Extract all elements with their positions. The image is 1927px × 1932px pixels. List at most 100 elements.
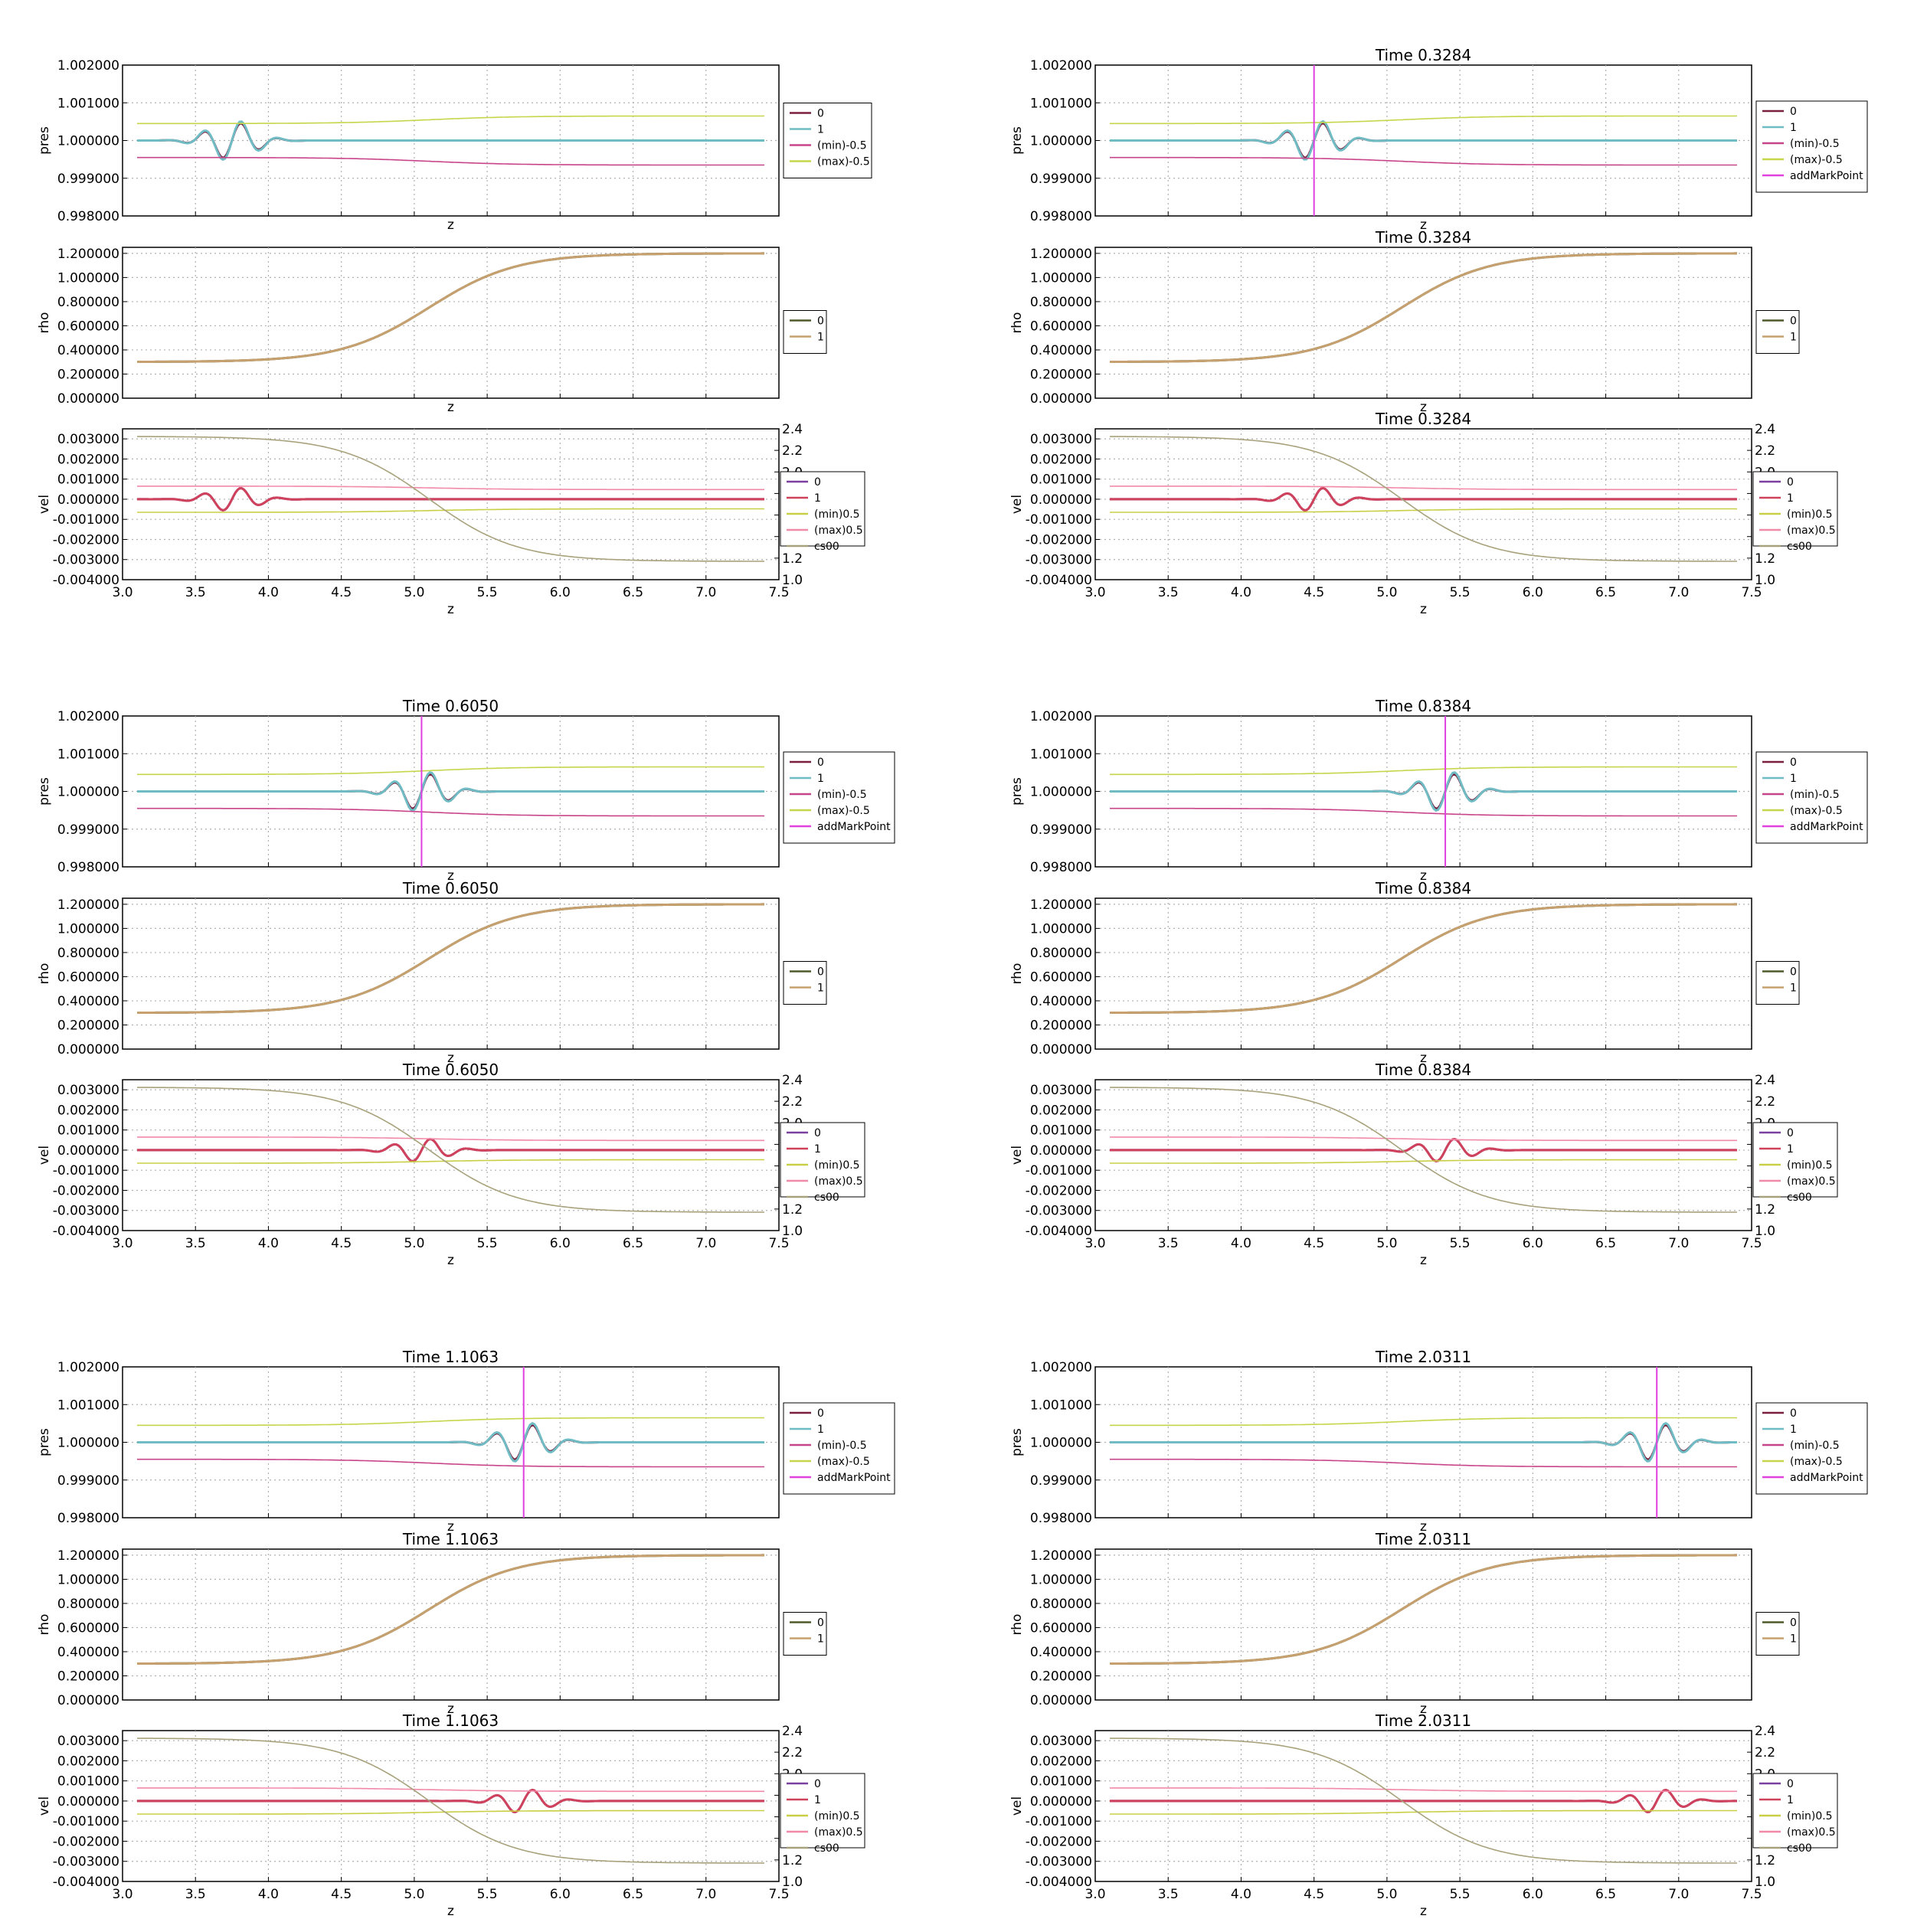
vel-axes: 3.0 3.5 4.0 4.5 5.0 5.5 6.0 6.5 7.0 7.5 -0.004000 -…: [37, 1061, 865, 1268]
y-tick-label: 0.999000: [57, 1473, 119, 1489]
legend-label: 1: [1790, 982, 1797, 995]
legend-label: 1: [1790, 1633, 1797, 1646]
series-line-pres: [137, 115, 764, 125]
x-tick-label: 6.5: [1595, 1887, 1616, 1902]
series-line-vel: [137, 1737, 764, 1864]
y-tick-label: 0.001000: [57, 1123, 119, 1139]
y-tick-label: 0.600000: [1030, 969, 1092, 985]
legend-box: [783, 961, 827, 1005]
legend-box: [783, 1612, 827, 1656]
x-tick-label: 7.0: [1668, 1887, 1689, 1902]
legend-label: cs00: [1787, 1842, 1812, 1855]
legend: 0 1 (min)-0.5 (max)-0.5 addMarkPoint: [783, 1402, 895, 1495]
rho-axes: 0.000000 0.200000 0.400000 0.600000 0.800000…: [37, 1530, 827, 1717]
x-tick-label: 7.5: [1741, 1887, 1762, 1902]
plot-title: Time 0.8384: [1375, 697, 1471, 715]
y-axis-label: vel: [37, 495, 52, 514]
rho-axes: 0.000000 0.200000 0.400000 0.600000 0.800000…: [1009, 228, 1800, 415]
plot-title: Time 1.1063: [402, 1711, 499, 1730]
y-axis-label: pres: [1009, 777, 1025, 806]
series-line-rho: [137, 903, 764, 1014]
x-tick-label: 4.5: [1304, 1887, 1324, 1902]
x-axis-label: z: [1420, 400, 1427, 415]
y-tick-label: 0.003000: [57, 1083, 119, 1098]
y2-tick-label: 2.4: [1755, 1724, 1775, 1739]
y-tick-label: 1.001000: [1030, 747, 1092, 762]
y-axis-label: rho: [1009, 312, 1025, 334]
y-tick-label: 1.200000: [57, 1548, 119, 1564]
legend-label: (min)-0.5: [817, 1440, 867, 1452]
rho-axes: 0.000000 0.200000 0.400000 0.600000 0.800000…: [1009, 1530, 1800, 1717]
legend-label: 0: [817, 315, 824, 328]
legend-label: (max)0.5: [814, 1175, 863, 1188]
panel: 0.9980000.9990001.0000001.0010001.002000…: [37, 58, 872, 617]
y-tick-label: 0.998000: [57, 860, 119, 875]
legend-label: cs00: [814, 1842, 839, 1855]
series-line-vel: [1110, 1787, 1737, 1793]
x-tick-label: 3.0: [112, 1236, 133, 1251]
y-tick-label: 0.003000: [57, 1734, 119, 1749]
legend-label: (min)0.5: [814, 508, 860, 521]
series-line-vel: [137, 1159, 764, 1164]
x-tick-label: 7.5: [768, 1236, 789, 1251]
y-tick-label: 0.200000: [1030, 1669, 1092, 1684]
legend-label: 1: [1790, 1424, 1797, 1436]
legend-label: 0: [1790, 106, 1797, 118]
series-line-vel: [1110, 1087, 1737, 1213]
legend: 0 1 (min)0.5 (max)0.5 cs00: [1752, 1773, 1838, 1855]
series-line-vel: [137, 1087, 764, 1213]
x-tick-label: 4.0: [1231, 585, 1251, 600]
y-tick-label: 1.000000: [1030, 270, 1092, 286]
y-tick-label: 0.998000: [57, 209, 119, 224]
legend-label: 1: [1790, 773, 1797, 785]
legend-label: 0: [1790, 1617, 1797, 1630]
legend: 01: [1755, 1612, 1800, 1656]
y-tick-label: 0.000000: [57, 492, 119, 508]
legend: 01: [783, 961, 827, 1005]
y-tick-label: 0.800000: [1030, 1597, 1092, 1612]
y-tick-label: 0.003000: [1030, 432, 1092, 447]
panel: 0.9980000.9990001.0000001.0010001.002000…: [37, 697, 895, 1268]
y2-tick-label: 2.2: [782, 443, 803, 459]
series-line-pres: [1110, 1421, 1737, 1463]
y-tick-label: -0.002000: [1026, 1834, 1092, 1849]
panel: 0.9980000.9990001.0000001.0010001.002000…: [1009, 1348, 1868, 1919]
x-tick-label: 6.5: [1595, 1236, 1616, 1251]
series-line-vel: [1110, 1809, 1737, 1815]
x-tick-label: 5.5: [477, 1236, 498, 1251]
y-tick-label: 1.200000: [1030, 1548, 1092, 1564]
x-tick-label: 6.5: [623, 1236, 643, 1251]
y-tick-label: -0.003000: [1026, 553, 1092, 568]
legend-label: (max)0.5: [814, 525, 863, 537]
y-tick-label: -0.004000: [1026, 1875, 1092, 1890]
series-line-pres: [137, 766, 764, 776]
series-line-pres: [1110, 1417, 1737, 1427]
y-tick-label: 1.000000: [57, 921, 119, 937]
legend-label: 1: [1787, 492, 1794, 505]
series-line-vel: [137, 1787, 764, 1793]
legend: 0 1 (min)-0.5 (max)-0.5 addMarkPoint: [1755, 751, 1868, 844]
vel-axes: 3.0 3.5 4.0 4.5 5.0 5.5 6.0 6.5 7.0 7.5 -0.004000 -…: [1009, 1061, 1838, 1268]
y-tick-label: 0.999000: [57, 172, 119, 187]
y-tick-label: 1.001000: [57, 747, 119, 762]
y-tick-label: -0.004000: [1026, 573, 1092, 588]
y-tick-label: -0.002000: [53, 1183, 119, 1198]
x-axis-label: z: [1420, 868, 1427, 884]
legend-label: (max)-0.5: [1790, 805, 1843, 817]
y-tick-label: 0.800000: [57, 946, 119, 961]
y-tick-label: 0.000000: [1030, 1042, 1092, 1058]
plot-frame: [122, 247, 780, 399]
legend: 0 1 (min)0.5 (max)0.5 cs00: [780, 471, 865, 553]
legend-label: 0: [1787, 476, 1794, 489]
y-tick-label: 0.200000: [1030, 367, 1092, 382]
x-tick-label: 3.5: [1158, 1887, 1179, 1902]
y-tick-label: 0.002000: [1030, 1103, 1092, 1118]
series-line-vel: [1110, 1136, 1737, 1142]
plot-frame: [122, 1548, 780, 1701]
legend-box: [1755, 961, 1800, 1005]
x-tick-label: 3.5: [1158, 585, 1179, 600]
x-axis-label: z: [447, 1904, 454, 1919]
x-axis-label: z: [1420, 1051, 1427, 1066]
plot-title: Time 0.3284: [1375, 46, 1471, 64]
plot-title: Time 0.8384: [1375, 879, 1471, 897]
